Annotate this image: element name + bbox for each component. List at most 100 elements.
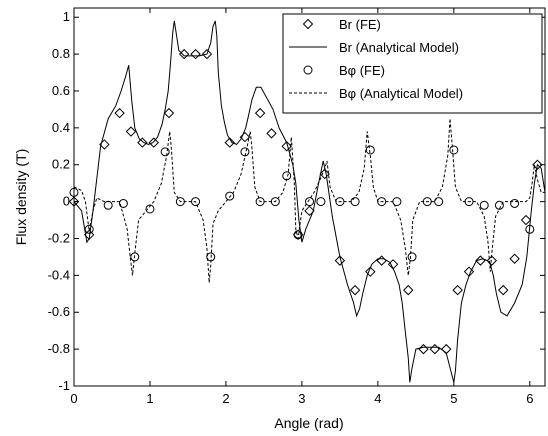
data-point-0-23 bbox=[387, 259, 399, 270]
data-point-0-30 bbox=[475, 255, 486, 266]
y-tick-label-1: -0.8 bbox=[48, 341, 70, 356]
data-point-0-6 bbox=[148, 137, 159, 148]
data-point-0-8 bbox=[178, 48, 190, 60]
data-point-0-35 bbox=[532, 159, 543, 170]
series-layer bbox=[68, 20, 546, 383]
legend: Br (FE) Br (Analytical Model) Bφ (FE) Bφ (A… bbox=[282, 13, 543, 114]
data-point-2-0 bbox=[69, 187, 79, 197]
data-point-2-3 bbox=[118, 198, 128, 208]
data-point-0-31 bbox=[486, 255, 498, 266]
legend-label-3: Bφ (Analytical Model) bbox=[339, 86, 463, 101]
y-axis-label: Flux density (T) bbox=[13, 149, 29, 245]
legend-label-2: Bφ (FE) bbox=[339, 63, 385, 78]
legend-entry-0: Br (FE) bbox=[302, 17, 381, 32]
data-point-2-4 bbox=[130, 252, 140, 262]
data-point-2-13 bbox=[270, 197, 280, 207]
data-point-0-9 bbox=[190, 48, 201, 60]
legend-entry-1: Br (Analytical Model) bbox=[289, 40, 459, 55]
y-tick-label-7: 0.4 bbox=[52, 120, 70, 135]
data-point-0-25 bbox=[418, 343, 429, 355]
data-point-2-16 bbox=[305, 197, 314, 207]
x-tick-label-1: 1 bbox=[146, 391, 153, 406]
y-tick-label-4: -0.2 bbox=[48, 230, 70, 245]
y-tick-label-3: -0.4 bbox=[48, 267, 70, 282]
data-point-2-17 bbox=[316, 197, 326, 207]
data-point-2-25 bbox=[434, 197, 444, 207]
x-tick-label-0: 0 bbox=[70, 391, 77, 406]
data-point-2-14 bbox=[282, 171, 292, 181]
data-point-0-22 bbox=[376, 255, 387, 266]
data-point-2-1 bbox=[84, 224, 94, 234]
series-markers-0 bbox=[68, 48, 543, 355]
legend-box bbox=[282, 13, 543, 114]
legend-label-1: Br (Analytical Model) bbox=[339, 40, 459, 55]
x-tick-label-3: 3 bbox=[298, 391, 305, 406]
x-tick-label-5: 5 bbox=[450, 391, 457, 406]
data-point-0-17 bbox=[304, 205, 315, 217]
data-point-2-29 bbox=[494, 200, 504, 210]
data-point-2-24 bbox=[422, 197, 432, 207]
data-point-2-7 bbox=[175, 197, 185, 207]
series-line-3 bbox=[73, 118, 545, 283]
y-tick-label-9: 0.8 bbox=[52, 46, 70, 61]
data-point-0-21 bbox=[365, 266, 376, 277]
data-point-2-30 bbox=[510, 198, 520, 208]
data-point-0-10 bbox=[201, 48, 213, 60]
data-point-0-34 bbox=[520, 214, 532, 226]
data-point-0-1 bbox=[83, 229, 95, 241]
data-point-2-9 bbox=[206, 252, 216, 262]
data-point-2-11 bbox=[240, 147, 250, 157]
y-tick-label-5: 0 bbox=[63, 194, 70, 209]
y-tick-label-0: -1 bbox=[58, 378, 70, 393]
data-point-0-26 bbox=[429, 343, 441, 355]
data-point-0-3 bbox=[114, 107, 125, 119]
series-markers-2 bbox=[69, 145, 535, 262]
data-point-2-19 bbox=[350, 197, 360, 207]
data-point-0-7 bbox=[163, 107, 175, 119]
data-point-2-15 bbox=[293, 230, 303, 240]
y-tick-label-10: 1 bbox=[63, 9, 70, 24]
data-point-2-21 bbox=[377, 197, 387, 207]
data-point-0-29 bbox=[463, 266, 475, 277]
data-point-0-28 bbox=[452, 284, 463, 296]
data-point-0-12 bbox=[239, 131, 251, 143]
data-point-2-23 bbox=[407, 252, 417, 262]
data-point-0-0 bbox=[68, 196, 80, 207]
legend-entry-2: Bφ (FE) bbox=[303, 63, 385, 78]
data-point-0-2 bbox=[99, 139, 110, 150]
data-point-2-22 bbox=[392, 197, 402, 207]
data-point-0-14 bbox=[266, 128, 277, 139]
data-point-0-27 bbox=[441, 343, 452, 355]
data-point-0-20 bbox=[349, 284, 361, 296]
legend-entries: Br (FE) Br (Analytical Model) Bφ (FE) Bφ (A… bbox=[289, 17, 463, 101]
x-tick-label-6: 6 bbox=[526, 391, 533, 406]
x-axis-label: Angle (rad) bbox=[274, 415, 343, 431]
data-point-2-26 bbox=[449, 145, 459, 155]
data-point-0-5 bbox=[137, 137, 148, 148]
data-point-0-11 bbox=[224, 137, 235, 148]
data-point-2-10 bbox=[225, 191, 235, 201]
legend-marker-2 bbox=[303, 65, 313, 75]
data-point-0-13 bbox=[254, 107, 266, 119]
data-point-0-24 bbox=[403, 284, 414, 296]
y-tick-label-8: 0.6 bbox=[52, 83, 70, 98]
data-point-0-32 bbox=[498, 284, 509, 296]
y-tick-label-6: 0.2 bbox=[52, 157, 70, 172]
data-point-0-4 bbox=[125, 126, 137, 137]
data-point-2-8 bbox=[191, 197, 201, 207]
data-point-2-31 bbox=[525, 224, 535, 234]
data-point-0-19 bbox=[334, 255, 346, 266]
data-point-2-18 bbox=[335, 197, 345, 207]
x-tick-label-4: 4 bbox=[374, 391, 381, 406]
data-point-2-2 bbox=[103, 200, 113, 210]
legend-marker-0 bbox=[302, 18, 314, 30]
x-tick-label-2: 2 bbox=[222, 391, 229, 406]
data-point-2-6 bbox=[160, 147, 170, 157]
data-point-2-27 bbox=[464, 197, 474, 207]
data-point-2-5 bbox=[145, 204, 155, 214]
data-point-2-20 bbox=[365, 145, 375, 155]
legend-label-0: Br (FE) bbox=[339, 17, 381, 32]
y-tick-label-2: -0.6 bbox=[48, 304, 70, 319]
data-point-2-28 bbox=[479, 200, 489, 210]
